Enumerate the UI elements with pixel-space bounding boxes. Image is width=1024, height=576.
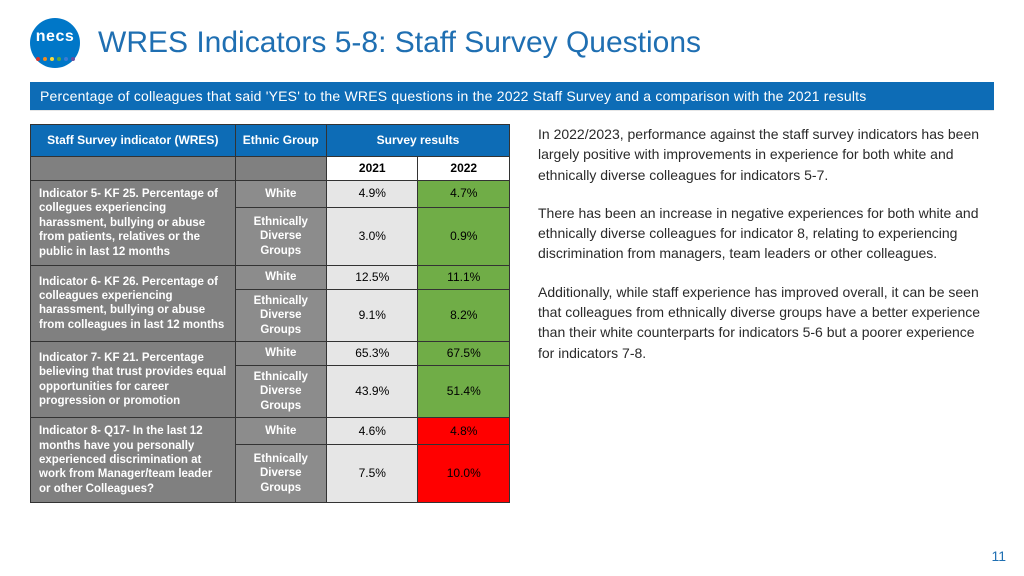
year-row: 2021 2022 — [31, 157, 510, 181]
value-2022: 4.7% — [418, 181, 510, 208]
group-white: White — [235, 418, 326, 445]
indicator-cell: Indicator 6- KF 26. Percentage of collea… — [31, 265, 236, 341]
group-edg: Ethnically Diverse Groups — [235, 289, 326, 341]
commentary-para: Additionally, while staff experience has… — [538, 282, 994, 363]
logo-dots — [30, 57, 80, 61]
group-edg: Ethnically Diverse Groups — [235, 366, 326, 418]
table-row: Indicator 8- Q17- In the last 12 months … — [31, 418, 510, 445]
page-number: 11 — [991, 548, 1006, 564]
table-header-row: Staff Survey indicator (WRES) Ethnic Gro… — [31, 125, 510, 157]
commentary-para: In 2022/2023, performance against the st… — [538, 124, 994, 185]
slide-header: necs WRES Indicators 5-8: Staff Survey Q… — [0, 0, 1024, 74]
year-2022: 2022 — [418, 157, 510, 181]
commentary: In 2022/2023, performance against the st… — [538, 124, 994, 503]
value-2021: 12.5% — [327, 265, 418, 289]
value-2021: 65.3% — [327, 342, 418, 366]
value-2022: 10.0% — [418, 444, 510, 502]
group-edg: Ethnically Diverse Groups — [235, 444, 326, 502]
value-2021: 3.0% — [327, 207, 418, 265]
wres-table: Staff Survey indicator (WRES) Ethnic Gro… — [30, 124, 510, 503]
value-2022: 51.4% — [418, 366, 510, 418]
year-blank-1 — [31, 157, 236, 181]
value-2022: 11.1% — [418, 265, 510, 289]
subtitle-bar: Percentage of colleagues that said 'YES'… — [30, 82, 994, 110]
year-2021: 2021 — [327, 157, 418, 181]
table-row: Indicator 5- KF 25. Percentage of colleg… — [31, 181, 510, 208]
value-2021: 7.5% — [327, 444, 418, 502]
col-results: Survey results — [327, 125, 510, 157]
value-2022: 8.2% — [418, 289, 510, 341]
wres-table-wrap: Staff Survey indicator (WRES) Ethnic Gro… — [30, 124, 510, 503]
content-row: Staff Survey indicator (WRES) Ethnic Gro… — [30, 124, 994, 503]
commentary-para: There has been an increase in negative e… — [538, 203, 994, 264]
group-edg: Ethnically Diverse Groups — [235, 207, 326, 265]
value-2022: 4.8% — [418, 418, 510, 445]
group-white: White — [235, 181, 326, 208]
page-title: WRES Indicators 5-8: Staff Survey Questi… — [98, 26, 701, 60]
indicator-cell: Indicator 5- KF 25. Percentage of colleg… — [31, 181, 236, 266]
col-group: Ethnic Group — [235, 125, 326, 157]
group-white: White — [235, 265, 326, 289]
value-2021: 4.9% — [327, 181, 418, 208]
value-2021: 43.9% — [327, 366, 418, 418]
necs-logo: necs — [30, 18, 80, 68]
indicator-cell: Indicator 8- Q17- In the last 12 months … — [31, 418, 236, 503]
value-2022: 67.5% — [418, 342, 510, 366]
col-indicator: Staff Survey indicator (WRES) — [31, 125, 236, 157]
value-2022: 0.9% — [418, 207, 510, 265]
logo-text: necs — [30, 28, 80, 46]
group-white: White — [235, 342, 326, 366]
year-blank-2 — [235, 157, 326, 181]
value-2021: 4.6% — [327, 418, 418, 445]
value-2021: 9.1% — [327, 289, 418, 341]
table-row: Indicator 6- KF 26. Percentage of collea… — [31, 265, 510, 289]
indicator-cell: Indicator 7- KF 21. Percentage believing… — [31, 342, 236, 418]
table-row: Indicator 7- KF 21. Percentage believing… — [31, 342, 510, 366]
